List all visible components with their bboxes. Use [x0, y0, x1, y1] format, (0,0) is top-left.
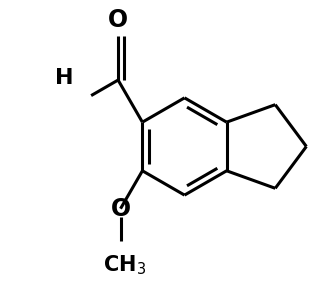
Text: O: O — [108, 8, 128, 32]
Text: O: O — [111, 197, 131, 221]
Text: H: H — [55, 68, 74, 88]
Text: CH$_3$: CH$_3$ — [103, 254, 146, 277]
